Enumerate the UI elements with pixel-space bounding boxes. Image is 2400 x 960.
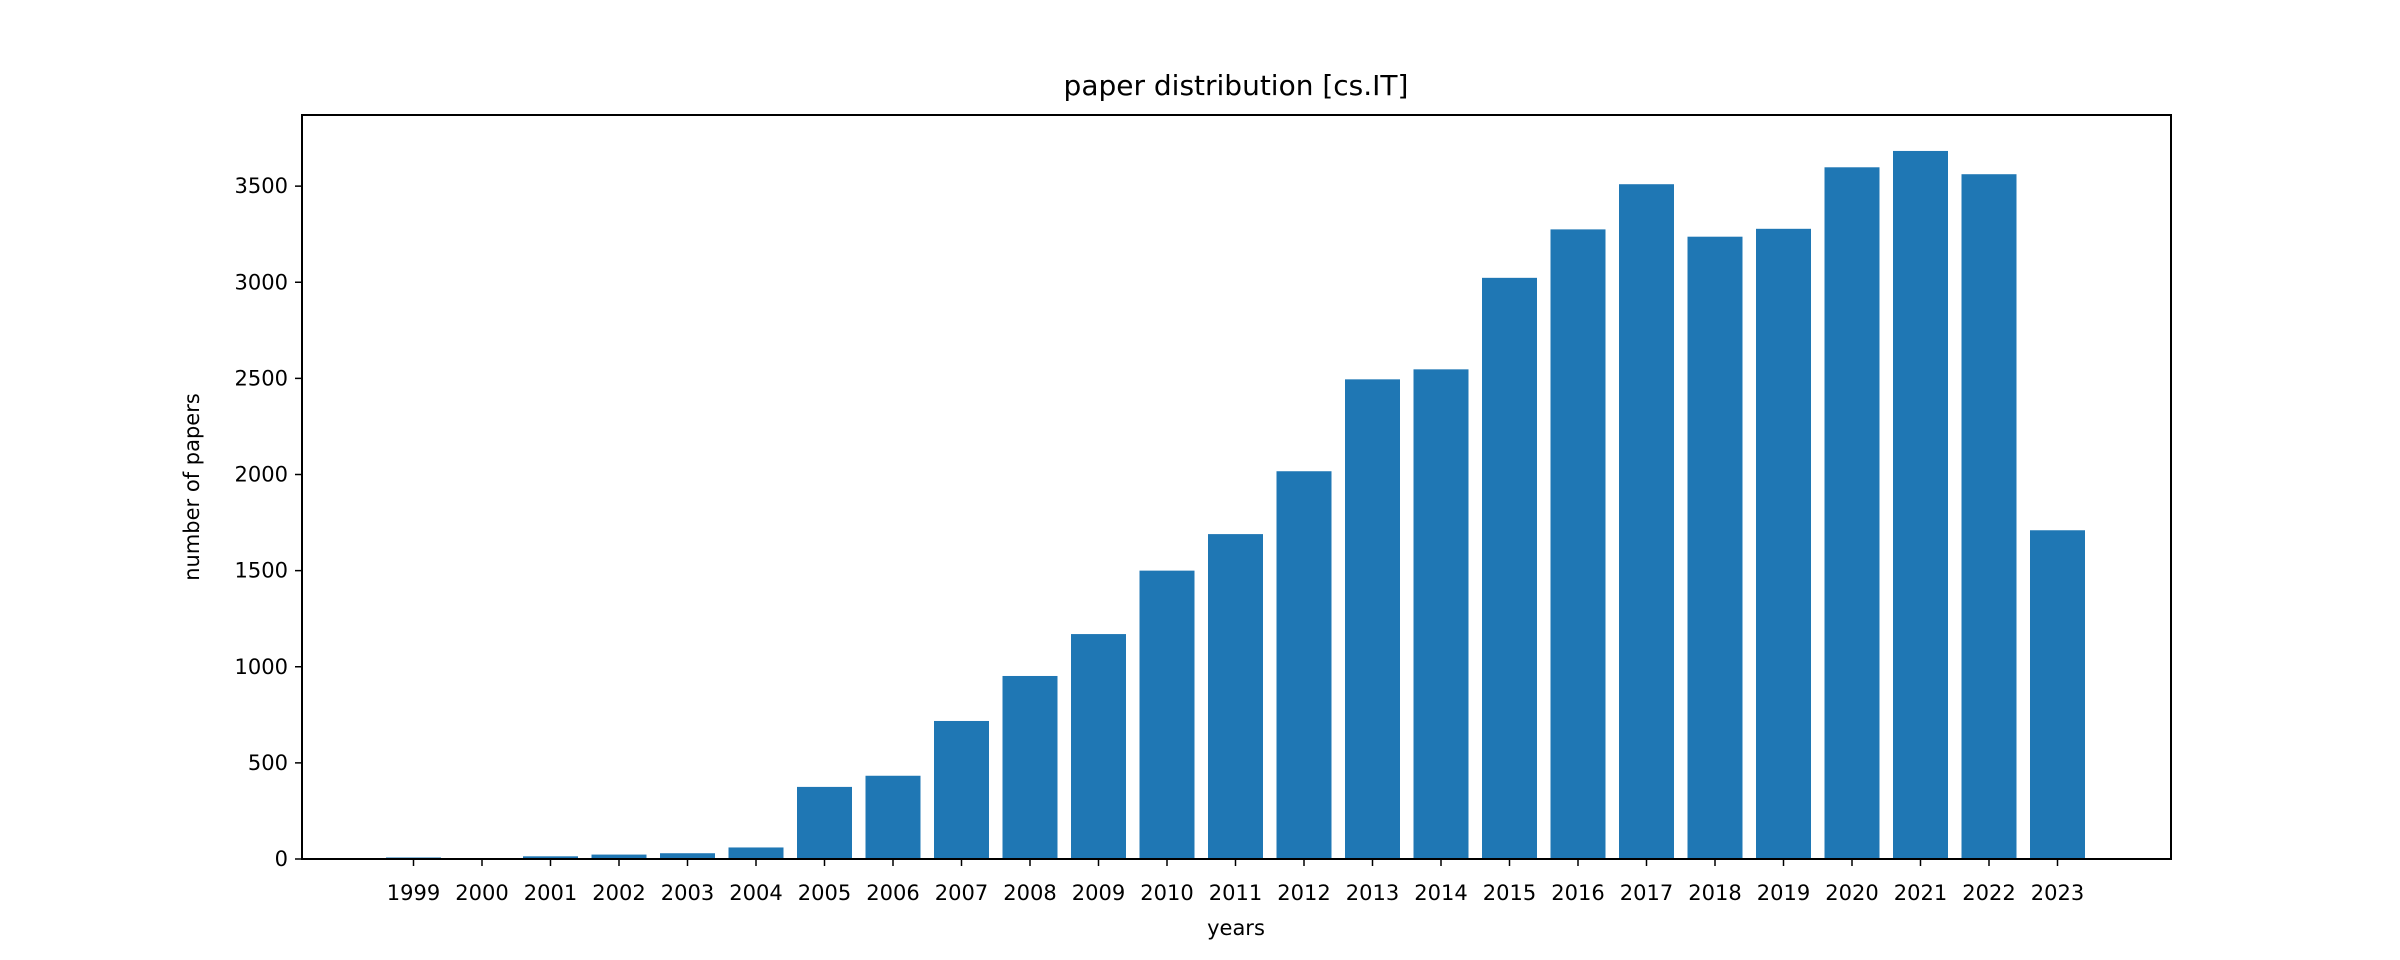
y-axis-label: number of papers <box>180 393 204 581</box>
bar-2002 <box>591 854 647 859</box>
x-tick-label: 2021 <box>1894 881 1947 905</box>
x-tick-label: 2003 <box>661 881 714 905</box>
bar-2015 <box>1482 277 1537 859</box>
x-tick-label: 2018 <box>1688 881 1741 905</box>
bar-2014 <box>1413 369 1469 859</box>
bar-2017 <box>1619 184 1674 860</box>
x-tick-label: 2005 <box>798 881 851 905</box>
bar-2021 <box>1893 150 1948 860</box>
bars-group <box>386 150 2085 860</box>
bar-2010 <box>1139 570 1195 859</box>
y-tick-label: 3000 <box>235 270 288 294</box>
x-tick-label: 2004 <box>729 881 782 905</box>
bar-2022 <box>1961 174 2017 859</box>
bar-2004 <box>728 847 784 859</box>
plot-frame <box>301 114 2172 860</box>
x-tick-label: 2023 <box>2031 881 2084 905</box>
x-tick-label: 2013 <box>1346 881 1399 905</box>
x-tick-label: 2002 <box>592 881 645 905</box>
x-tick-label: 2016 <box>1551 881 1604 905</box>
bar-2018 <box>1687 236 1743 860</box>
x-tick-label: 2012 <box>1277 881 1330 905</box>
x-tick-label: 2010 <box>1140 881 1193 905</box>
bar-2011 <box>1208 534 1263 859</box>
x-tick-label: 1999 <box>387 881 440 905</box>
y-tick-label: 1000 <box>235 655 288 679</box>
bar-2023 <box>2030 530 2085 859</box>
y-tick-label: 0 <box>275 847 288 871</box>
y-tick-label: 500 <box>248 751 288 775</box>
bar-2005 <box>797 786 852 859</box>
bar-2009 <box>1071 634 1126 859</box>
bar-2006 <box>865 775 921 859</box>
y-tick-label: 3500 <box>235 174 288 198</box>
bar-2013 <box>1345 379 1400 859</box>
bar-2003 <box>660 853 715 859</box>
x-tick-label: 2022 <box>1962 881 2015 905</box>
bar-2020 <box>1824 167 1880 859</box>
y-axis-ticks: 0 500 1000 1500 2000 2500 3000 3500 <box>235 174 302 871</box>
x-axis-ticks: 1999 2000 2001 2002 2003 2004 2005 2006 2007 2008… <box>387 859 2084 905</box>
bar-2019 <box>1756 228 1811 859</box>
x-axis-label: years <box>1207 916 1265 940</box>
chart-title: paper distribution [cs.IT] <box>1064 69 1409 102</box>
x-tick-label: 2017 <box>1620 881 1673 905</box>
y-tick-label: 2000 <box>235 463 288 487</box>
bar-2007 <box>934 720 989 859</box>
bar-2012 <box>1276 471 1332 859</box>
x-tick-label: 2000 <box>455 881 508 905</box>
bar-2008 <box>1002 675 1058 859</box>
x-tick-label: 2006 <box>866 881 919 905</box>
bar-2001 <box>523 856 578 859</box>
x-tick-label: 2019 <box>1757 881 1810 905</box>
x-tick-label: 2008 <box>1003 881 1056 905</box>
y-tick-label: 2500 <box>235 366 288 390</box>
bar-2016 <box>1550 229 1606 860</box>
x-tick-label: 2001 <box>524 881 577 905</box>
x-tick-label: 2015 <box>1483 881 1536 905</box>
x-tick-label: 2020 <box>1825 881 1878 905</box>
x-tick-label: 2009 <box>1072 881 1125 905</box>
x-tick-label: 2014 <box>1414 881 1467 905</box>
x-tick-label: 2007 <box>935 881 988 905</box>
y-tick-label: 1500 <box>235 559 288 583</box>
x-tick-label: 2011 <box>1209 881 1262 905</box>
